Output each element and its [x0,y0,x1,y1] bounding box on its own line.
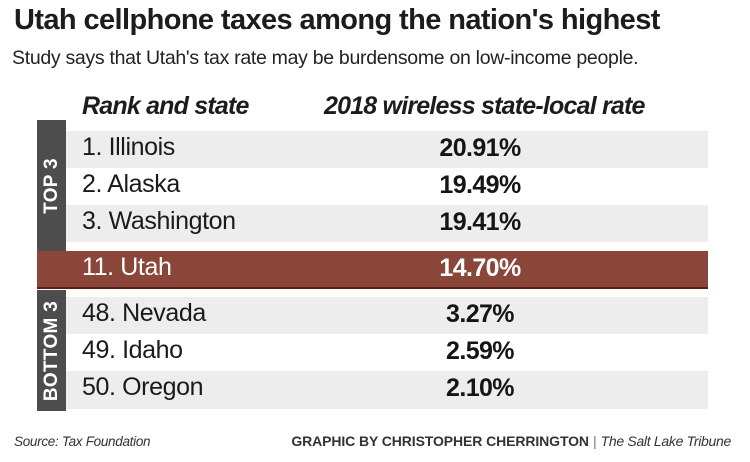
table-row: 48. Nevada 3.27% [66,297,708,334]
column-header-rate: 2018 wireless state-local rate [324,92,645,120]
state-cell: 48. Nevada [82,299,206,327]
state-cell: 49. Idaho [82,336,183,364]
rate-cell: 19.41% [439,208,521,236]
state-cell: 1. Illinois [82,133,175,161]
rate-cell: 20.91% [439,134,521,162]
credit-publication: The Salt Lake Tribune [600,433,732,449]
credit-separator: | [592,433,597,449]
group-label-top: TOP 3 [37,120,66,251]
credit-author: GRAPHIC BY CHRISTOPHER CHERRINGTON [291,433,589,449]
rate-cell: 19.49% [439,171,521,199]
table-row: 1. Illinois 20.91% [66,131,708,168]
table-row: 2. Alaska 19.49% [66,168,708,205]
page-title: Utah cellphone taxes among the nation's … [14,4,660,36]
page-subtitle: Study says that Utah's tax rate may be b… [12,47,639,69]
rate-cell: 14.70% [439,254,521,282]
state-cell: 2. Alaska [82,170,180,198]
column-header-rank-state: Rank and state [82,92,249,120]
rate-cell: 2.10% [446,374,514,402]
state-cell: 11. Utah [82,253,172,281]
source-note: Source: Tax Foundation [14,434,151,449]
group-label-bottom: BOTTOM 3 [37,290,66,411]
rate-cell: 3.27% [446,300,514,328]
table-row: 3. Washington 19.41% [66,205,708,242]
rate-cell: 2.59% [446,337,514,365]
graphic-credit: GRAPHIC BY CHRISTOPHER CHERRINGTON | The S… [291,433,731,449]
state-cell: 3. Washington [82,207,236,235]
state-cell: 50. Oregon [82,373,204,401]
table-row: 50. Oregon 2.10% [66,371,708,409]
group-label-top-text: TOP 3 [40,157,62,214]
table-row-highlight-utah: 11. Utah 14.70% [37,251,708,289]
group-label-bottom-text: BOTTOM 3 [40,300,62,401]
table-row: 49. Idaho 2.59% [66,334,708,371]
